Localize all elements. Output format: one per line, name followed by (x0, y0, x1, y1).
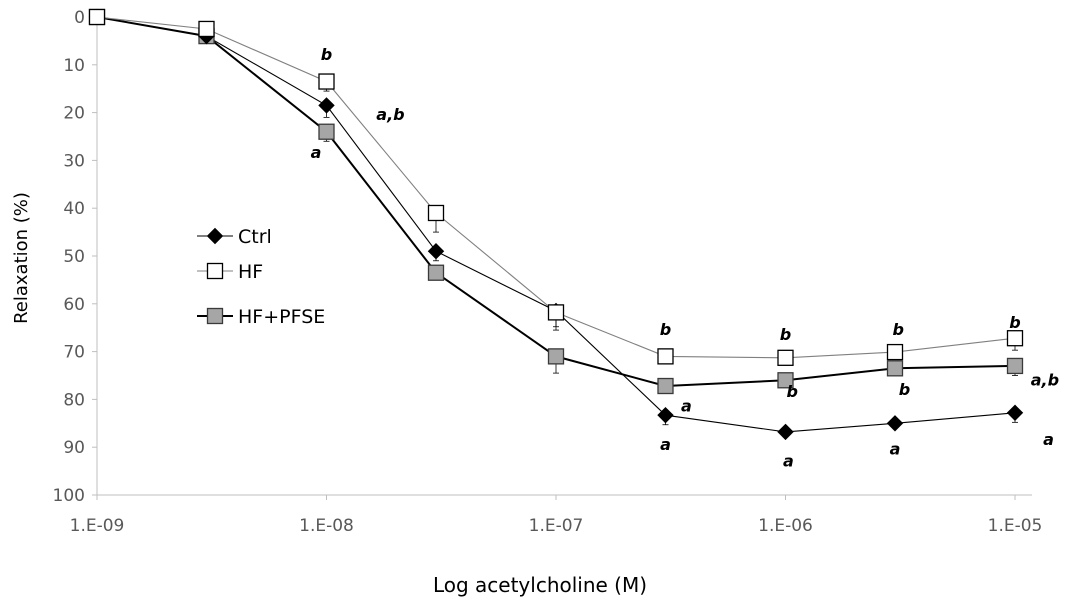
data-point-ctrl (1006, 404, 1024, 421)
x-tick-label: 1.E-09 (70, 516, 125, 536)
y-tick-label: 0 (74, 8, 85, 28)
y-tick-label: 90 (63, 438, 85, 458)
legend-label: Ctrl (238, 226, 272, 248)
series-line-hf-pfse (96, 16, 1016, 388)
y-tick-label: 10 (63, 56, 85, 76)
x-tick-label: 1.E-07 (529, 516, 584, 536)
significance-label: b (787, 382, 798, 401)
data-point-hf (198, 20, 215, 38)
legend-label: HF (238, 261, 263, 283)
significance-label: b (780, 325, 791, 344)
data-point-hf (886, 343, 904, 361)
y-tick-label: 20 (63, 104, 85, 124)
y-tick-label: 60 (63, 295, 85, 315)
data-point-hf (318, 73, 335, 90)
axes (92, 11, 1032, 500)
y-tick-label: 50 (63, 247, 85, 267)
y-tick-label: 100 (53, 486, 85, 506)
data-point-ctrl (427, 243, 445, 260)
legend-marker (206, 307, 224, 325)
data-point-hf (427, 204, 445, 222)
data-point-hf (547, 304, 565, 321)
legend: Ctrl HF HF+PFSE (197, 226, 325, 328)
data-point-hf-pfse (1006, 357, 1024, 375)
significance-label: b (1009, 313, 1020, 332)
data-point-ctrl (657, 406, 674, 424)
data-points (88, 8, 1024, 441)
data-point-hf-pfse (547, 348, 565, 365)
significance-label: b (899, 380, 910, 399)
significance-label: a (890, 440, 901, 459)
data-point-hf-pfse (427, 264, 445, 281)
significance-label: b (321, 45, 332, 64)
y-tick-label: 80 (63, 390, 85, 410)
legend-label: HF+PFSE (238, 306, 325, 328)
data-point-hf-pfse (777, 372, 794, 389)
x-tick-label: 1.E-06 (758, 516, 813, 536)
significance-label: a (311, 143, 322, 162)
data-point-hf-pfse (886, 360, 904, 377)
significance-label: a (783, 452, 794, 471)
x-axis-label: Log acetylcholine (M) (433, 573, 647, 597)
x-tick-label: 1.E-08 (299, 516, 354, 536)
significance-label: b (893, 320, 904, 339)
data-point-ctrl (886, 415, 904, 432)
significance-label: a (1043, 430, 1054, 449)
data-point-ctrl (318, 97, 335, 114)
significance-label: a (681, 397, 692, 416)
y-axis-label: Relaxation (%) (11, 192, 32, 324)
data-point-hf-pfse (318, 123, 335, 140)
legend-marker (206, 262, 224, 280)
significance-label: b (660, 320, 671, 339)
data-point-hf (1006, 330, 1024, 347)
y-tick-label: 30 (63, 151, 85, 171)
significance-label: a,b (376, 105, 404, 124)
data-point-ctrl (777, 423, 794, 441)
legend-marker (206, 227, 224, 245)
y-tick-label: 40 (63, 199, 85, 219)
data-point-hf (657, 348, 674, 365)
data-point-hf (88, 8, 106, 26)
significance-label: a,b (1031, 370, 1059, 389)
tick-labels: 0 10 20 30 40 50 60 70 80 90 100 1.E-09 1.E-08 1.E-07… (53, 8, 1043, 536)
data-point-hf-pfse (657, 377, 674, 395)
significance-label: a (660, 435, 671, 454)
data-point-hf (777, 349, 794, 366)
x-tick-label: 1.E-05 (988, 516, 1043, 536)
y-tick-label: 70 (63, 343, 85, 363)
